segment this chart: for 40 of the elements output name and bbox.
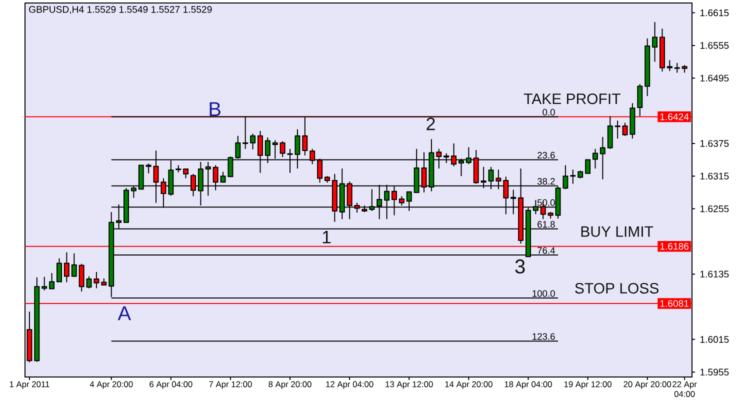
x-tick-label: 1 Apr 2011	[10, 381, 50, 389]
annotation: 3	[515, 259, 525, 274]
annotation: STOP LOSS	[575, 282, 658, 294]
y-tick-label: 1.6555	[700, 42, 729, 49]
annotation: 61.8	[538, 221, 555, 228]
annotation: TAKE PROFIT	[524, 93, 620, 104]
ref-line-label: 1.6081	[660, 300, 689, 307]
x-tick-label: 4 Apr 20:00	[90, 381, 133, 389]
x-tick-label: 20 Apr 20:00	[624, 381, 672, 389]
annotation: BUY LIMIT	[581, 226, 654, 237]
ref-line-label: 1.6186	[660, 242, 689, 250]
annotation: 123.6	[532, 333, 555, 340]
annotation: 2	[426, 118, 435, 130]
ref-line-label: 1.6424	[660, 113, 689, 120]
y-tick-label: 1.6015	[700, 336, 729, 343]
annotation: 76.4	[538, 247, 555, 254]
x-tick-label: 8 Apr 20:00	[268, 381, 312, 389]
y-tick-label: 1.5955	[700, 368, 729, 376]
annotation: B	[210, 102, 220, 116]
y-tick-label: 1.6495	[700, 74, 729, 82]
y-tick-label: 1.6615	[700, 9, 729, 16]
x-tick-label: 22 Apr 04:00	[672, 381, 697, 397]
y-tick-label: 1.6315	[700, 172, 729, 180]
x-tick-label: 14 Apr 20:00	[445, 381, 492, 389]
y-tick-label: 1.6255	[700, 205, 729, 212]
x-tick-label: 19 Apr 12:00	[564, 381, 612, 389]
annotation: 0.0	[542, 108, 555, 116]
y-tick-label: 1.6135	[700, 270, 729, 278]
annotation: 38.2	[537, 178, 555, 185]
y-tick-label: 1.6375	[700, 140, 729, 147]
annotation: 100.0	[532, 290, 555, 297]
x-tick-label: 13 Apr 12:00	[386, 381, 433, 389]
chart-title: GBPUSD,H4 1.5529 1.5549 1.5527 1.5529	[29, 6, 212, 14]
annotation: A	[118, 306, 132, 320]
x-tick-label: 12 Apr 04:00	[326, 381, 374, 389]
annotation: 1	[322, 230, 331, 244]
x-tick-label: 7 Apr 12:00	[209, 381, 252, 389]
x-tick-label: 6 Apr 04:00	[150, 381, 192, 389]
annotation: 23.6	[538, 152, 555, 159]
x-tick-label: 18 Apr 04:00	[504, 381, 552, 389]
